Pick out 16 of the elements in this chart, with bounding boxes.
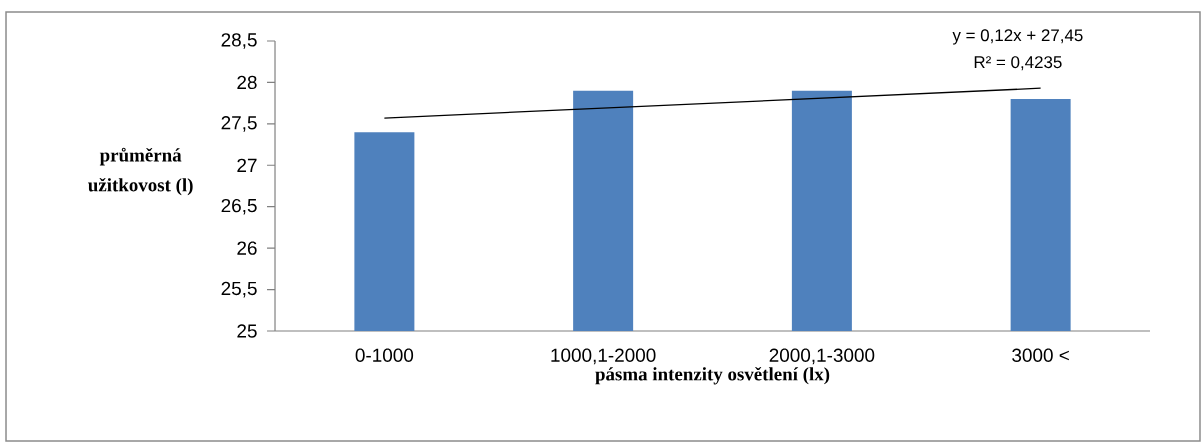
- y-tick-label: 26,5: [221, 198, 257, 215]
- x-tick-label: 0-1000: [355, 348, 414, 362]
- annotation: y = 0,12x + 27,45: [952, 29, 1083, 45]
- x-tick-label: 3000 <: [1012, 348, 1069, 362]
- y-tick-label: 25,5: [221, 281, 257, 298]
- y-tick-label: 27: [237, 158, 257, 172]
- x-tick-label: 1000,1-2000: [551, 348, 656, 365]
- y-tick-label: 28: [237, 75, 257, 90]
- y-tick-label: 26: [237, 241, 257, 255]
- y-tick-label: 27,5: [221, 116, 257, 132]
- x-axis-title: pásma intenzity osvětlení (lx): [595, 366, 830, 385]
- y-tick-label: 28,5: [221, 33, 257, 49]
- annotation: R² = 0,4235: [974, 56, 1062, 71]
- y-axis-title: průměrná užitkovost (l): [88, 147, 193, 196]
- y-tick-label: 25: [237, 324, 257, 338]
- x-tick-label: 2000,1-3000: [769, 348, 875, 365]
